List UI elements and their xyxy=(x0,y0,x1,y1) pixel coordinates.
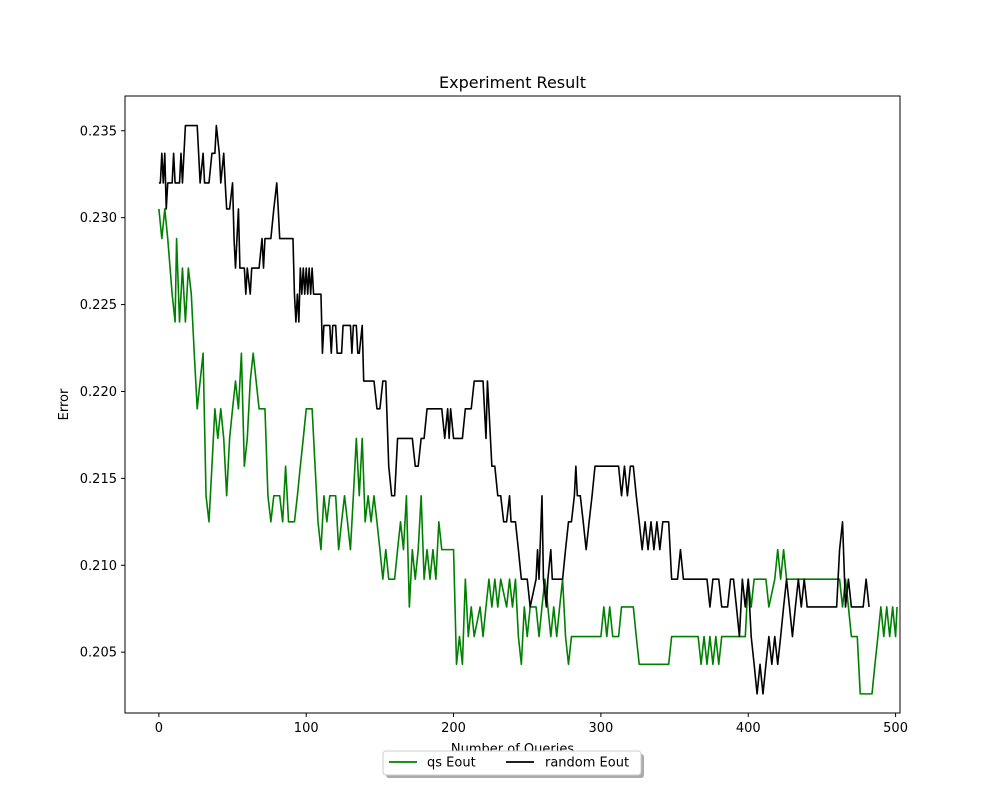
y-tick-label: 0.220 xyxy=(80,385,117,400)
y-tick-label: 0.210 xyxy=(80,559,117,574)
y-tick-label: 0.215 xyxy=(80,472,117,487)
legend-entry-0: qs Eout xyxy=(427,756,476,771)
plot-area xyxy=(158,124,898,695)
y-tick-label: 0.235 xyxy=(80,124,117,139)
y-tick-label: 0.205 xyxy=(80,646,117,661)
series-line-0 xyxy=(158,208,898,695)
x-tick-label: 400 xyxy=(736,721,761,736)
legend-box xyxy=(382,750,642,776)
plot-frame xyxy=(124,95,901,714)
legend: qs Eout random Eout xyxy=(382,750,644,778)
series-line-1 xyxy=(158,124,870,695)
x-tick-label: 200 xyxy=(441,721,466,736)
x-tick-label: 500 xyxy=(883,721,908,736)
axes: 0 100 200 300 400 500 0.205 0.210 0.215 0.220 0.22… xyxy=(80,95,908,736)
legend-entry-1: random Eout xyxy=(545,756,629,771)
y-tick-label: 0.230 xyxy=(80,211,117,226)
chart-title: Experiment Result xyxy=(439,73,586,92)
y-axis-label: Error xyxy=(57,388,72,420)
y-tick-label: 0.225 xyxy=(80,298,117,313)
x-tick-label: 100 xyxy=(294,721,319,736)
x-tick-label: 300 xyxy=(588,721,613,736)
x-tick-label: 0 xyxy=(155,721,163,736)
